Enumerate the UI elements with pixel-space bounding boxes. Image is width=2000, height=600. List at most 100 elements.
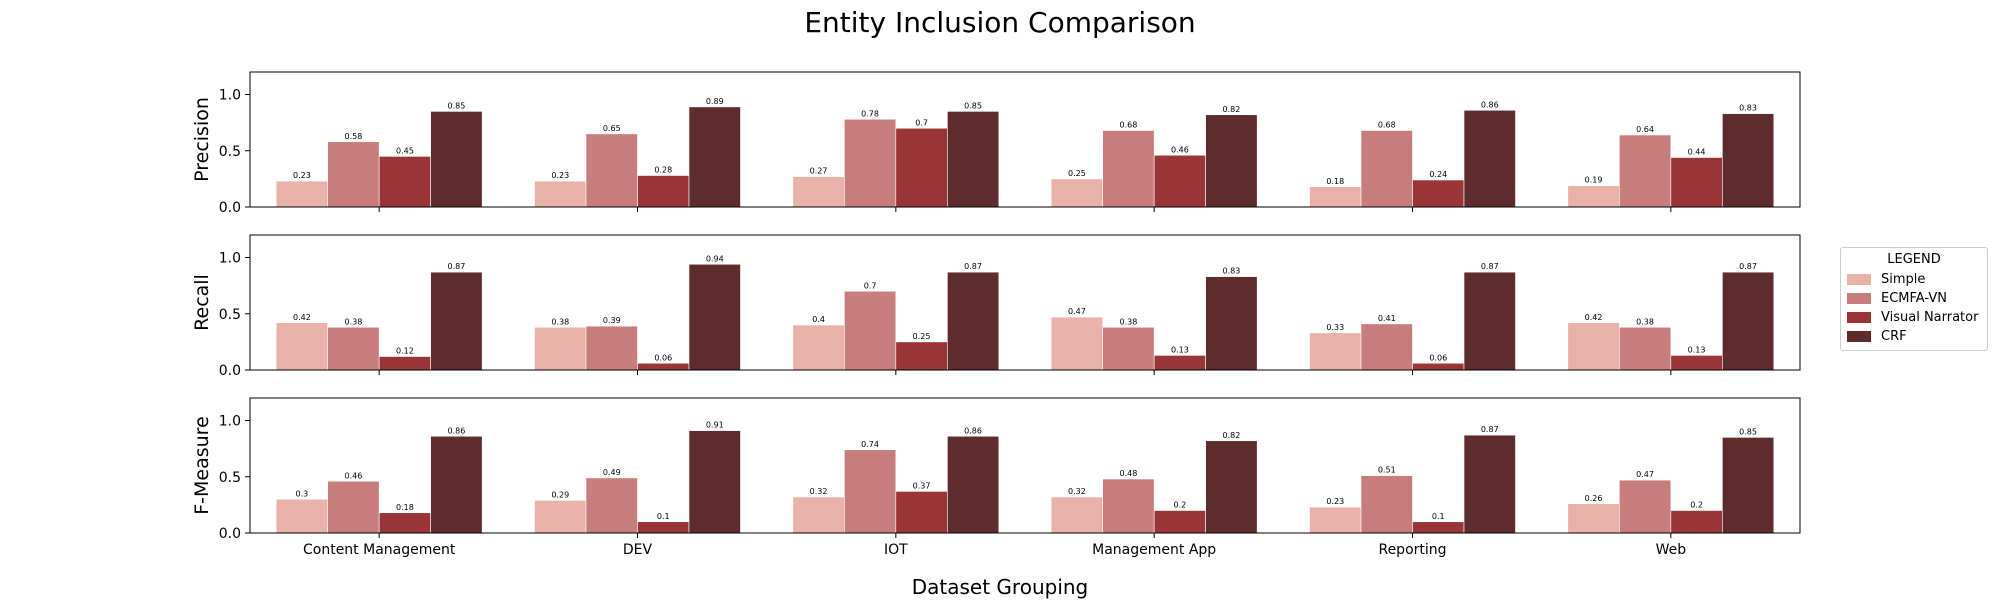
value-label-recall-visual-narrator-iot: 0.25 [913, 332, 931, 341]
bar-precision-visual-narrator-content-management [378, 156, 431, 208]
bar-recall-visual-narrator-web [1670, 355, 1723, 371]
legend-label-simple: Simple [1881, 272, 1926, 287]
value-label-f-measure-crf-web: 0.85 [1739, 427, 1757, 436]
bar-recall-crf-iot [947, 271, 1000, 371]
bar-recall-visual-narrator-dev [637, 362, 690, 371]
value-label-precision-visual-narrator-content-management: 0.45 [396, 146, 414, 155]
bar-precision-visual-narrator-web [1670, 157, 1723, 208]
value-label-recall-simple-dev: 0.38 [551, 317, 569, 326]
bar-f-measure-simple-management-app [1050, 496, 1103, 534]
legend-item-crf: CRF [1847, 327, 1981, 346]
bar-precision-simple-iot [792, 176, 845, 208]
value-label-recall-ecmfa-vn-web: 0.38 [1636, 317, 1654, 326]
value-label-recall-simple-iot: 0.4 [812, 315, 825, 324]
value-label-f-measure-ecmfa-vn-iot: 0.74 [861, 440, 879, 449]
legend-label-visual-narrator: Visual Narrator [1881, 310, 1979, 325]
bar-precision-visual-narrator-management-app [1153, 154, 1206, 208]
bar-precision-visual-narrator-reporting [1412, 179, 1465, 208]
y-tick-label-precision-0-0: 0.0 [219, 200, 241, 216]
bar-f-measure-visual-narrator-reporting [1412, 521, 1465, 534]
bar-recall-simple-content-management [275, 322, 328, 371]
bar-precision-ecmfa-vn-content-management [327, 141, 380, 208]
bar-f-measure-simple-iot [792, 496, 845, 534]
value-label-precision-crf-dev: 0.89 [706, 97, 724, 106]
bar-f-measure-visual-narrator-dev [637, 521, 690, 534]
value-label-f-measure-simple-content-management: 0.3 [296, 489, 309, 498]
bar-f-measure-simple-content-management [275, 498, 328, 534]
value-label-precision-simple-content-management: 0.23 [293, 171, 311, 180]
bar-precision-simple-web [1567, 185, 1620, 208]
legend-item-simple: Simple [1847, 270, 1981, 289]
bar-precision-crf-web [1722, 113, 1775, 208]
value-label-f-measure-simple-management-app: 0.32 [1068, 487, 1086, 496]
value-label-f-measure-crf-dev: 0.91 [706, 421, 724, 430]
bar-precision-ecmfa-vn-web [1619, 134, 1672, 208]
value-label-precision-visual-narrator-iot: 0.7 [915, 118, 928, 127]
x-tick-label-dev: DEV [623, 542, 653, 558]
x-axis-label: Dataset Grouping [911, 575, 1089, 599]
bar-f-measure-ecmfa-vn-web [1619, 479, 1672, 534]
value-label-precision-ecmfa-vn-dev: 0.65 [603, 124, 621, 133]
value-label-precision-simple-dev: 0.23 [551, 171, 569, 180]
bar-precision-crf-reporting [1463, 109, 1516, 208]
value-label-precision-crf-management-app: 0.82 [1223, 105, 1241, 114]
legend-swatch-crf [1847, 331, 1871, 342]
value-label-recall-crf-management-app: 0.83 [1223, 267, 1241, 276]
bar-f-measure-crf-reporting [1463, 434, 1516, 534]
value-label-precision-simple-reporting: 0.18 [1326, 177, 1344, 186]
value-label-f-measure-ecmfa-vn-content-management: 0.46 [345, 471, 363, 480]
bar-f-measure-ecmfa-vn-management-app [1102, 478, 1155, 534]
value-label-recall-crf-iot: 0.87 [964, 262, 982, 271]
legend-swatch-ecmfa-vn [1847, 293, 1871, 304]
bar-recall-ecmfa-vn-management-app [1102, 326, 1155, 371]
value-label-recall-crf-dev: 0.94 [706, 254, 724, 263]
bar-precision-visual-narrator-iot [895, 127, 948, 208]
axes-frame-recall [249, 234, 1801, 371]
bar-recall-simple-web [1567, 322, 1620, 371]
bar-recall-crf-management-app [1205, 276, 1258, 371]
bar-recall-crf-dev [688, 263, 741, 371]
value-label-f-measure-crf-iot: 0.86 [964, 426, 982, 435]
value-label-f-measure-simple-dev: 0.29 [551, 490, 569, 499]
bar-precision-crf-management-app [1205, 114, 1258, 208]
value-label-recall-visual-narrator-content-management: 0.12 [396, 347, 414, 356]
y-axis-label-f-measure: F-Measure [191, 416, 213, 515]
value-label-precision-simple-management-app: 0.25 [1068, 169, 1086, 178]
value-label-precision-crf-web: 0.83 [1739, 104, 1757, 113]
bar-precision-crf-dev [688, 106, 741, 208]
value-label-recall-ecmfa-vn-management-app: 0.38 [1120, 317, 1138, 326]
value-label-f-measure-ecmfa-vn-web: 0.47 [1636, 470, 1654, 479]
value-label-f-measure-simple-iot: 0.32 [810, 487, 828, 496]
bar-recall-crf-reporting [1463, 271, 1516, 371]
bar-recall-ecmfa-vn-content-management [327, 326, 380, 371]
y-tick-label-f-measure-0-0: 0.0 [219, 526, 241, 542]
value-label-f-measure-ecmfa-vn-dev: 0.49 [603, 468, 621, 477]
bar-recall-visual-narrator-content-management [378, 356, 431, 371]
bar-f-measure-crf-web [1722, 437, 1775, 534]
bar-recall-ecmfa-vn-web [1619, 326, 1672, 371]
value-label-precision-ecmfa-vn-reporting: 0.68 [1378, 121, 1396, 130]
bar-recall-simple-iot [792, 324, 845, 371]
legend-item-visual-narrator: Visual Narrator [1847, 308, 1981, 327]
value-label-recall-ecmfa-vn-content-management: 0.38 [345, 317, 363, 326]
bar-recall-visual-narrator-management-app [1153, 355, 1206, 371]
value-label-f-measure-visual-narrator-management-app: 0.2 [1174, 501, 1187, 510]
bar-recall-crf-content-management [430, 271, 483, 371]
bar-precision-ecmfa-vn-iot [844, 118, 897, 208]
bar-precision-simple-dev [534, 180, 587, 208]
chart-title: Entity Inclusion Comparison [804, 6, 1196, 39]
value-label-f-measure-visual-narrator-dev: 0.1 [657, 512, 670, 521]
value-label-recall-visual-narrator-web: 0.13 [1688, 345, 1706, 354]
y-axis-label-precision: Precision [191, 97, 213, 182]
bar-f-measure-crf-management-app [1205, 440, 1258, 534]
bar-recall-ecmfa-vn-reporting [1360, 323, 1413, 371]
value-label-precision-visual-narrator-web: 0.44 [1688, 148, 1706, 157]
bar-f-measure-visual-narrator-content-management [378, 512, 431, 534]
bar-precision-ecmfa-vn-management-app [1102, 130, 1155, 208]
y-tick-label-recall-0-5: 0.5 [219, 307, 241, 323]
value-label-recall-simple-management-app: 0.47 [1068, 307, 1086, 316]
bar-recall-visual-narrator-iot [895, 341, 948, 371]
value-label-recall-crf-content-management: 0.87 [448, 262, 466, 271]
bar-f-measure-ecmfa-vn-reporting [1360, 475, 1413, 534]
